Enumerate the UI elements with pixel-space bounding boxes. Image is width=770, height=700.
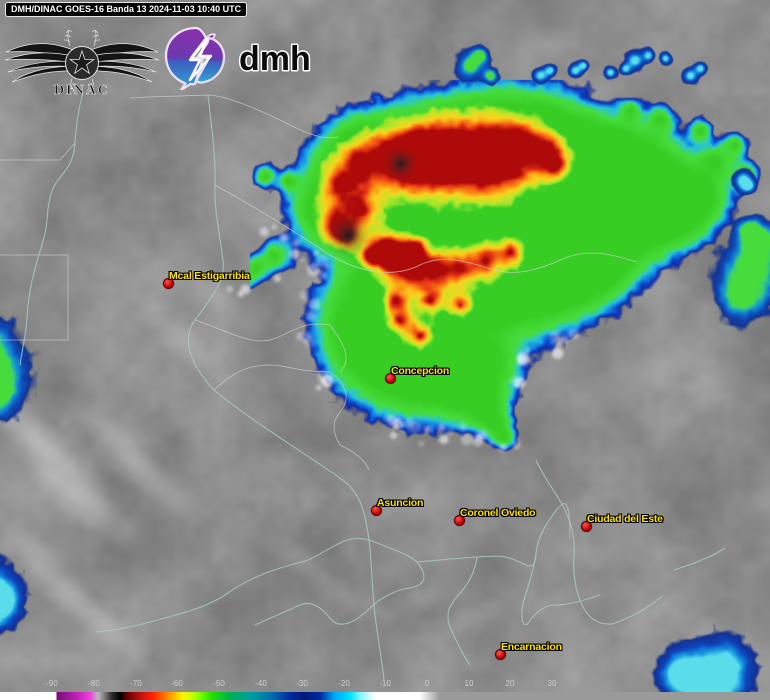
svg-text:dmh: dmh [239,40,311,78]
